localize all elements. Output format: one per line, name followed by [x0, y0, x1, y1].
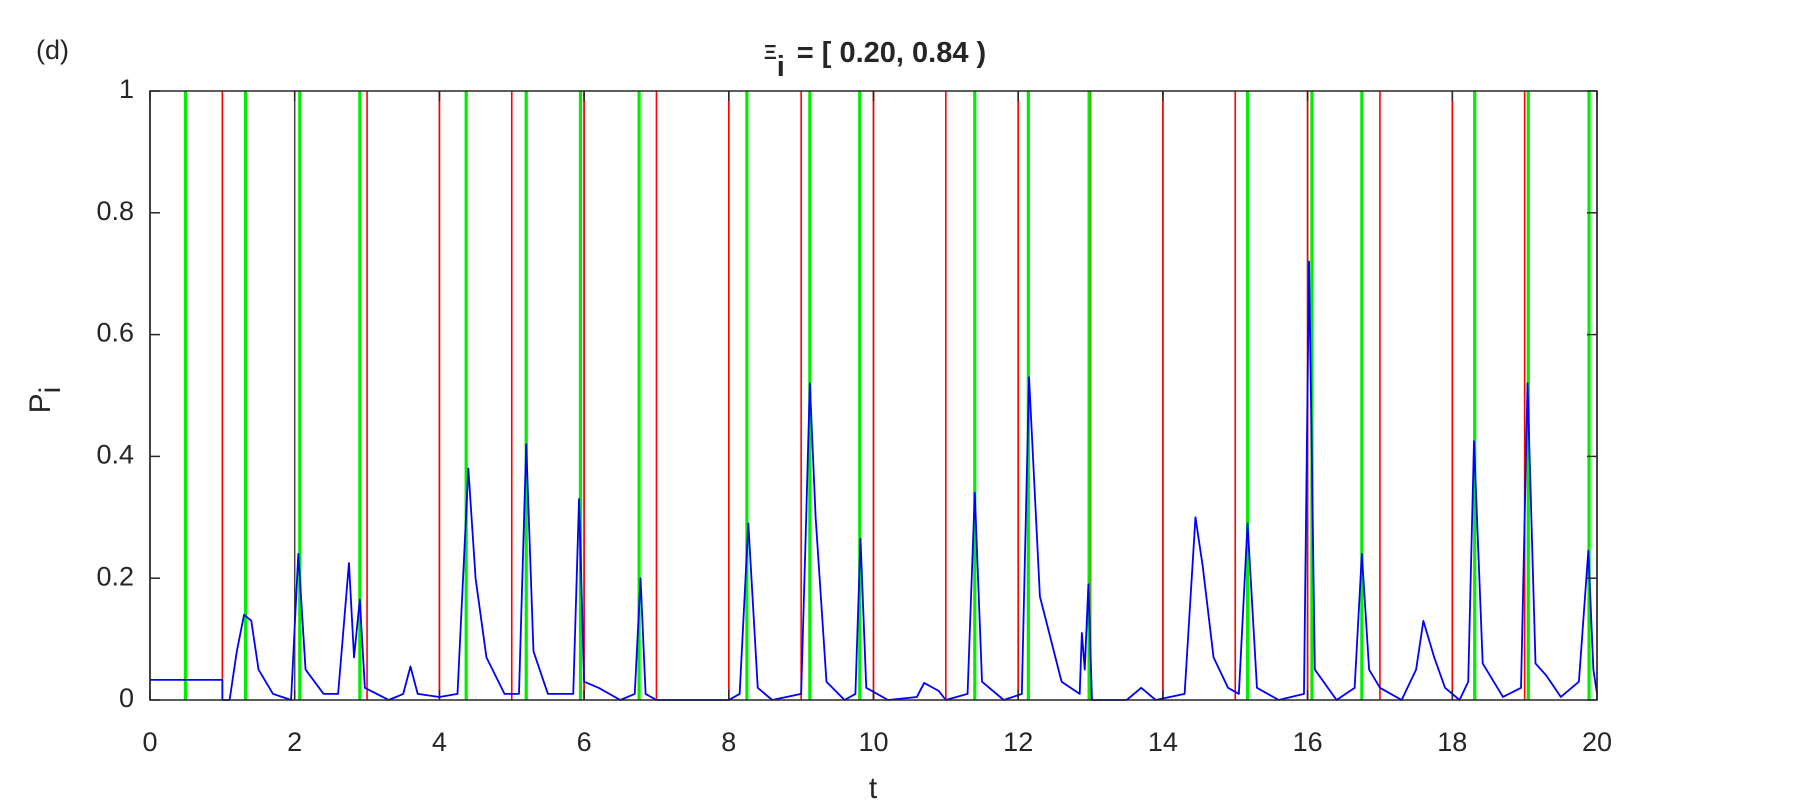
x-tick-label: 8 [721, 727, 736, 757]
y-tick-label: 0.4 [96, 440, 134, 470]
y-tick-label: 0 [119, 683, 134, 713]
y-tick-label: 0.8 [96, 196, 134, 226]
x-axis-label: t [869, 772, 878, 802]
y-axis-label: Pi [24, 387, 67, 414]
y-tick-label: 1 [119, 74, 134, 104]
title-text: = [ 0.20, 0.84 ) [797, 37, 986, 69]
y-tick-label: 0.6 [96, 318, 134, 348]
data-line [150, 260, 1598, 701]
x-tick-label: 14 [1148, 727, 1178, 757]
x-tick-label: 4 [432, 727, 447, 757]
panel-label: (d) [36, 35, 69, 65]
x-tick-label: 10 [858, 727, 888, 757]
x-tick-label: 2 [287, 727, 302, 757]
x-tick-label: 0 [142, 727, 157, 757]
title-subscript: i [777, 51, 785, 83]
x-tick-label: 18 [1437, 727, 1467, 757]
y-label-subscript: i [34, 387, 67, 394]
y-label-text: P [24, 393, 57, 413]
y-tick-label: 0.2 [96, 561, 134, 591]
title-symbol: Ξ [764, 42, 777, 64]
x-tick-label: 12 [1003, 727, 1033, 757]
x-tick-label: 16 [1293, 727, 1323, 757]
x-tick-label: 20 [1582, 727, 1612, 757]
x-tick-label: 6 [577, 727, 592, 757]
chart-title: Ξi = [ 0.20, 0.84 ) [764, 37, 986, 83]
